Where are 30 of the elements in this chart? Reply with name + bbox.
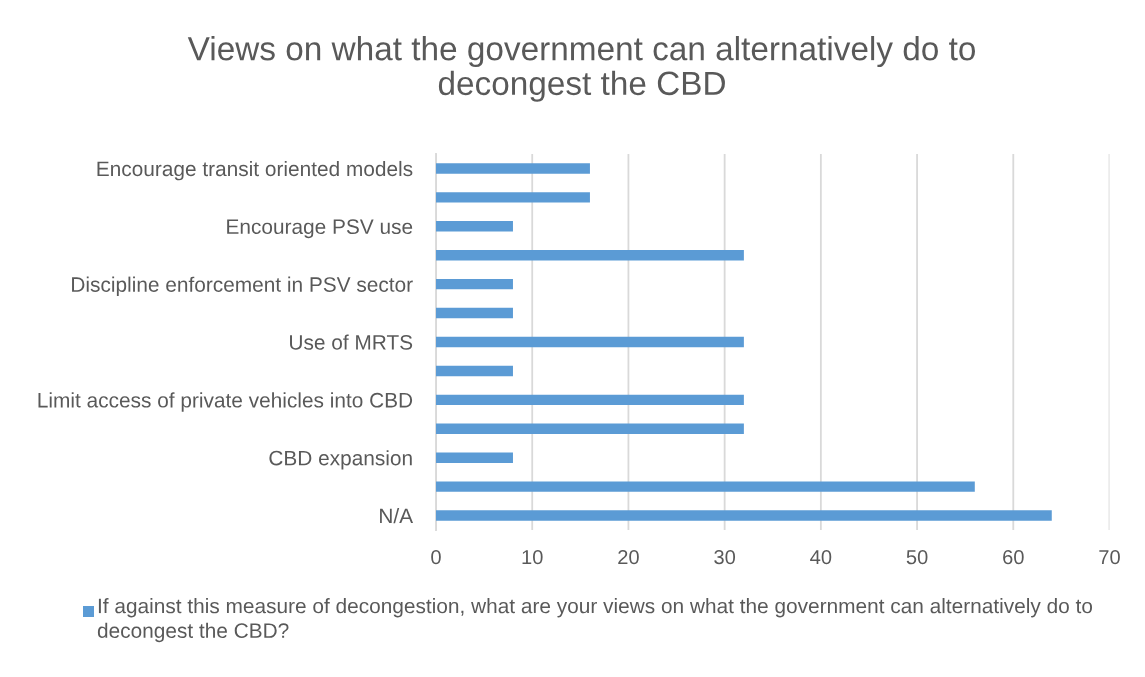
legend-label: If against this measure of decongestion, what are your views on what the government can alternatively do to decongest the CBD? bbox=[97, 598, 1093, 643]
bar bbox=[436, 394, 744, 406]
y-tick-label: Limit access of private vehicles into CBD bbox=[38, 392, 413, 412]
x-tick-label: 50 bbox=[906, 549, 928, 565]
bar bbox=[436, 192, 590, 203]
bar bbox=[436, 423, 744, 434]
y-tick-label: Encourage PSV use bbox=[227, 219, 413, 239]
y-tick-label: Encourage transit oriented models bbox=[97, 160, 413, 181]
bar bbox=[436, 278, 513, 290]
bar bbox=[436, 365, 513, 377]
x-tick-label: 10 bbox=[522, 549, 543, 565]
bar bbox=[436, 452, 513, 463]
bar bbox=[436, 510, 1052, 521]
chart-title: Views on what the government can alternatively do to decongest the CBD bbox=[187, 36, 976, 102]
bar bbox=[436, 481, 975, 492]
bar bbox=[436, 221, 513, 232]
x-tick-label: 20 bbox=[618, 549, 639, 565]
y-tick-label: Discipline enforcement in PSV sector bbox=[72, 276, 413, 297]
x-tick-label: 30 bbox=[714, 549, 736, 565]
bar bbox=[436, 307, 513, 319]
x-tick-label: 70 bbox=[1099, 549, 1120, 565]
y-tick-label: Use of MRTS bbox=[290, 334, 413, 350]
x-tick-label: 40 bbox=[810, 549, 832, 565]
bar bbox=[436, 163, 590, 174]
x-tick-label: 0 bbox=[431, 549, 441, 565]
bar bbox=[436, 250, 744, 261]
y-tick-label: N/A bbox=[380, 507, 414, 524]
x-tick-label: 60 bbox=[1003, 549, 1024, 565]
y-tick-label: CBD expansion bbox=[269, 450, 412, 470]
bar bbox=[436, 336, 744, 348]
